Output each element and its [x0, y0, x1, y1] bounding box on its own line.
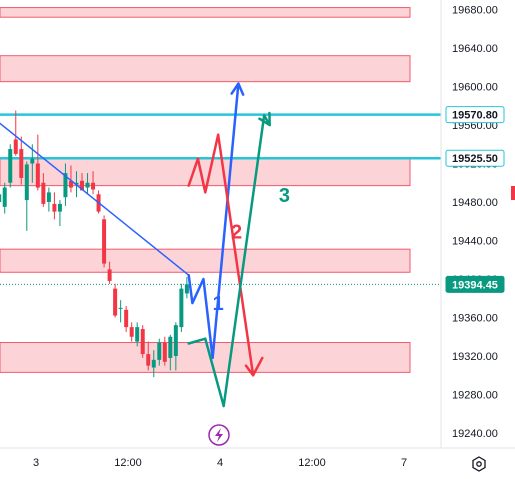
candle-body [0, 194, 2, 202]
time-tick-label: 12:00 [298, 457, 326, 469]
projection-arrowhead-1 [230, 82, 245, 96]
candle-body [2, 187, 7, 207]
candle-body [80, 180, 84, 191]
candle-body [68, 180, 73, 188]
candle-body [85, 182, 90, 188]
candle-body [179, 288, 184, 328]
candle-body [8, 149, 13, 183]
time-tick-label: 7 [401, 457, 407, 469]
candle-body [118, 307, 123, 309]
candle-body [57, 203, 62, 212]
settings-gear-icon[interactable] [472, 456, 486, 472]
candle-body [19, 149, 24, 178]
candle-body [13, 139, 18, 154]
zone-rect [0, 7, 411, 18]
candle-body [107, 269, 112, 281]
price-tag-text: 19394.45 [452, 279, 498, 291]
price-tag-box [445, 106, 505, 124]
price-tick-label: 19600.00 [452, 82, 498, 94]
trendline[interactable] [0, 115, 190, 276]
zone-rect [0, 55, 411, 83]
price-tick-label: 19280.00 [452, 390, 498, 402]
candle-body [52, 203, 57, 212]
price-axis-background [441, 0, 515, 448]
candle-body [41, 182, 46, 204]
candle-body [102, 219, 107, 264]
zone-rect [0, 248, 411, 273]
time-axis[interactable]: 3 12:00 4 12:00 7 [33, 457, 407, 469]
projection-arrowhead-3 [258, 111, 271, 127]
candle-body [157, 342, 162, 360]
price-tick-label: 19360.00 [452, 313, 498, 325]
candle-body [135, 327, 140, 342]
trendline-segment[interactable] [0, 115, 190, 276]
wave-projections[interactable]: 1 2 3 [187, 82, 290, 408]
price-tag-text: 19525.50 [452, 153, 498, 165]
candle-body [63, 173, 68, 198]
price-tag-box [445, 149, 505, 167]
candle-body [151, 359, 156, 368]
price-tick-label: 19680.00 [452, 5, 498, 17]
price-labels: 19570.80 19525.50 19394.45 [445, 106, 505, 293]
price-tick-label: 19480.00 [452, 197, 498, 209]
candle-body [35, 163, 40, 188]
projection-arrowhead-2 [244, 364, 255, 377]
candle-body [173, 325, 178, 356]
price-tag-text: 19570.80 [452, 110, 498, 122]
time-tick-label: 4 [217, 457, 223, 469]
projection-path-2[interactable] [187, 133, 264, 377]
wave-label-1: 1 [213, 293, 224, 315]
price-tag-box [445, 275, 505, 293]
wave-label-2: 2 [231, 222, 242, 244]
projection-path-3[interactable] [187, 114, 271, 408]
price-tick-label: 19320.00 [452, 351, 498, 363]
candle-body [146, 354, 151, 366]
price-tick-label: 19240.00 [452, 428, 498, 440]
projection-path-1[interactable] [187, 82, 240, 360]
candle-body [24, 164, 29, 201]
candle-body [74, 182, 79, 185]
candle-body [124, 309, 129, 328]
time-tick-label: 3 [33, 457, 39, 469]
price-tick-label: 19640.00 [452, 43, 498, 55]
lightning-icon[interactable] [208, 424, 230, 446]
zone-rect [0, 342, 411, 373]
price-tick-label: 19440.00 [452, 236, 498, 248]
candle-body [168, 336, 173, 358]
candle-body [30, 158, 35, 164]
candle-body [129, 327, 134, 337]
candle-body [113, 288, 118, 316]
candle-body [91, 182, 96, 190]
candle-body [46, 192, 51, 202]
wave-label-3: 3 [279, 185, 290, 207]
time-tick-label: 12:00 [114, 457, 142, 469]
candle-body [162, 342, 167, 362]
candle-body [140, 329, 145, 355]
candlesticks [0, 110, 189, 378]
candle-body [184, 284, 189, 294]
right-edge-marker [511, 186, 515, 200]
zone-rect [0, 158, 411, 187]
